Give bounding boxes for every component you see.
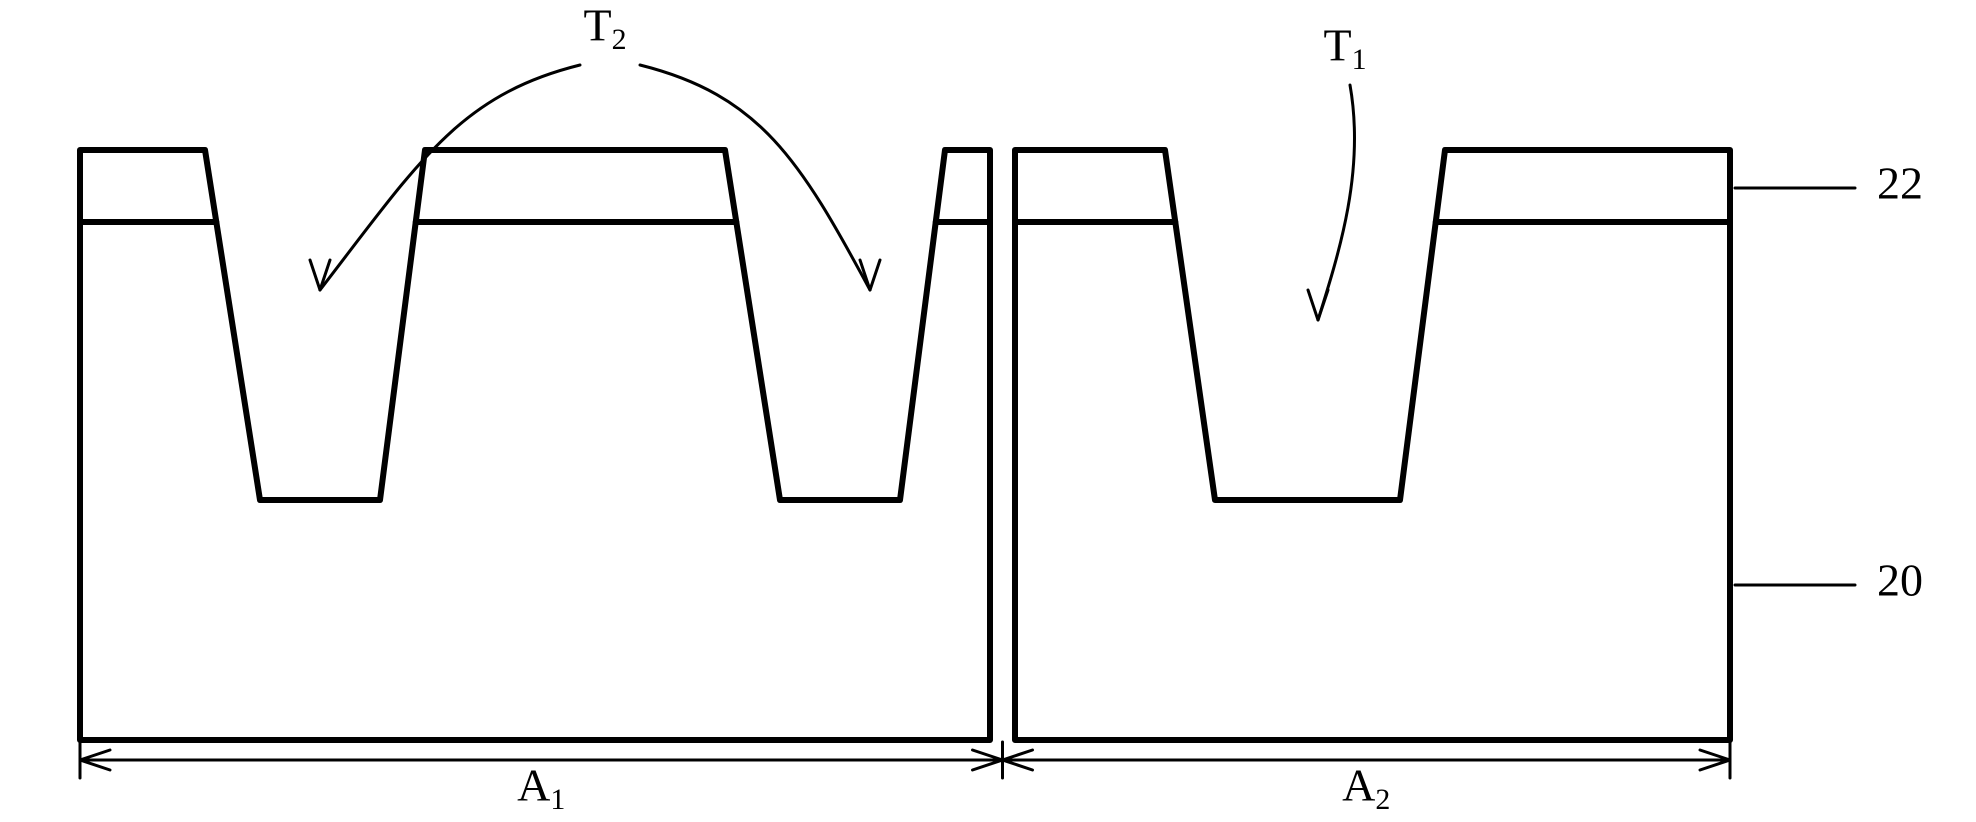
diagram-stroke	[80, 150, 990, 740]
label-a1: A1	[517, 760, 565, 816]
cross-section-diagram: T2 T1 22 20 A1 A2	[0, 0, 1976, 822]
diagram-stroke	[310, 260, 330, 290]
label-t2: T2	[583, 0, 626, 56]
diagram-stroke	[640, 65, 870, 290]
label-a2: A2	[1342, 760, 1390, 816]
diagram-stroke	[320, 65, 580, 290]
label-20: 20	[1877, 555, 1923, 606]
label-22: 22	[1877, 158, 1923, 209]
diagram-stroke	[1015, 150, 1730, 740]
diagram-stroke	[1318, 85, 1355, 320]
label-t1: T1	[1323, 20, 1366, 76]
diagram-stroke	[1308, 290, 1328, 320]
